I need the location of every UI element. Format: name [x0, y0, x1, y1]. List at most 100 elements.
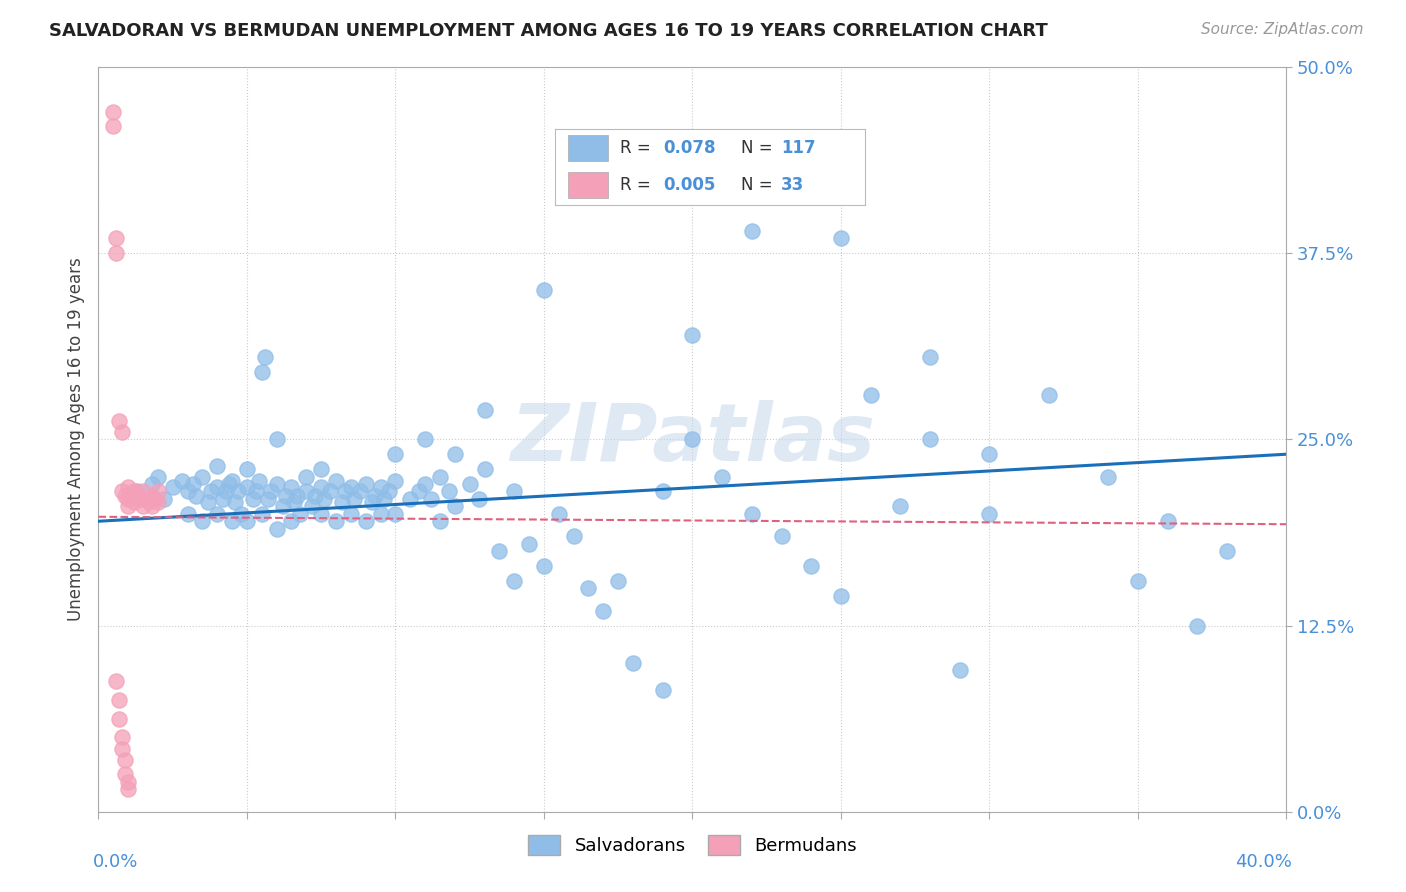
Point — [245, 484, 267, 499]
Point — [114, 753, 136, 767]
Point — [260, 484, 283, 499]
Point — [1038, 387, 1060, 401]
Point — [309, 507, 332, 521]
Text: ZIPatlas: ZIPatlas — [510, 401, 875, 478]
Point — [458, 477, 481, 491]
Point — [191, 514, 214, 528]
Point — [125, 484, 148, 499]
Text: R =: R = — [620, 176, 657, 194]
Text: R =: R = — [620, 139, 657, 157]
Point — [429, 469, 451, 483]
Point — [592, 604, 614, 618]
Point — [301, 500, 323, 514]
Point — [152, 491, 174, 506]
Point — [200, 484, 222, 499]
Point — [420, 491, 443, 506]
Text: SALVADORAN VS BERMUDAN UNEMPLOYMENT AMONG AGES 16 TO 19 YEARS CORRELATION CHART: SALVADORAN VS BERMUDAN UNEMPLOYMENT AMON… — [49, 22, 1047, 40]
Point — [437, 484, 460, 499]
Point — [370, 480, 392, 494]
Point — [221, 514, 243, 528]
Point — [138, 495, 160, 509]
Text: 33: 33 — [782, 176, 804, 194]
Point — [408, 484, 430, 499]
Point — [266, 433, 288, 447]
Point — [325, 514, 347, 528]
Point — [108, 693, 131, 707]
Point — [681, 328, 703, 343]
Point — [304, 489, 326, 503]
Point — [800, 558, 823, 573]
Point — [830, 231, 852, 245]
Point — [271, 500, 294, 514]
Point — [224, 495, 246, 509]
Point — [681, 433, 703, 447]
Point — [146, 495, 169, 509]
Point — [354, 477, 377, 491]
Point — [122, 495, 145, 509]
Point — [330, 495, 353, 509]
Point — [1187, 618, 1209, 632]
Point — [340, 507, 363, 521]
Point — [236, 514, 259, 528]
Point — [1126, 574, 1149, 588]
Point — [105, 673, 128, 688]
Point — [250, 507, 273, 521]
Point — [949, 663, 972, 677]
Point — [503, 574, 526, 588]
Point — [266, 522, 288, 536]
Bar — [568, 136, 607, 161]
Point — [229, 507, 252, 521]
Text: 117: 117 — [782, 139, 815, 157]
Point — [117, 491, 139, 506]
Point — [111, 730, 134, 744]
Point — [108, 712, 131, 726]
Point — [186, 489, 208, 503]
Point — [360, 495, 382, 509]
Point — [443, 447, 465, 461]
Point — [218, 477, 240, 491]
Point — [651, 682, 673, 697]
Point — [141, 477, 163, 491]
Bar — [568, 172, 607, 198]
Point — [205, 507, 228, 521]
Point — [117, 500, 139, 514]
Point — [103, 104, 125, 119]
Point — [547, 507, 569, 521]
Point — [295, 484, 318, 499]
Point — [384, 447, 406, 461]
Point — [143, 491, 166, 506]
Point — [108, 414, 131, 428]
Point — [1216, 544, 1239, 558]
Point — [176, 484, 198, 499]
Point — [215, 484, 238, 499]
Text: N =: N = — [741, 176, 778, 194]
Point — [378, 484, 401, 499]
Point — [314, 491, 336, 506]
Point — [122, 484, 145, 499]
Point — [280, 480, 302, 494]
Point — [309, 462, 332, 476]
Point — [467, 491, 489, 506]
Point — [247, 474, 270, 488]
Point — [340, 480, 363, 494]
Point — [889, 500, 911, 514]
Point — [117, 480, 139, 494]
Point — [443, 500, 465, 514]
Point — [197, 495, 219, 509]
Point — [979, 507, 1001, 521]
Point — [125, 489, 148, 503]
Point — [135, 491, 157, 506]
Point — [162, 480, 184, 494]
Point — [309, 480, 332, 494]
Point — [621, 656, 644, 670]
Text: 0.0%: 0.0% — [93, 853, 138, 871]
Point — [287, 489, 309, 503]
Point — [242, 491, 264, 506]
Point — [363, 489, 385, 503]
Point — [226, 484, 249, 499]
Point — [221, 474, 243, 488]
Point — [607, 574, 630, 588]
Point — [117, 782, 139, 797]
Point — [517, 536, 540, 550]
Point — [474, 462, 496, 476]
